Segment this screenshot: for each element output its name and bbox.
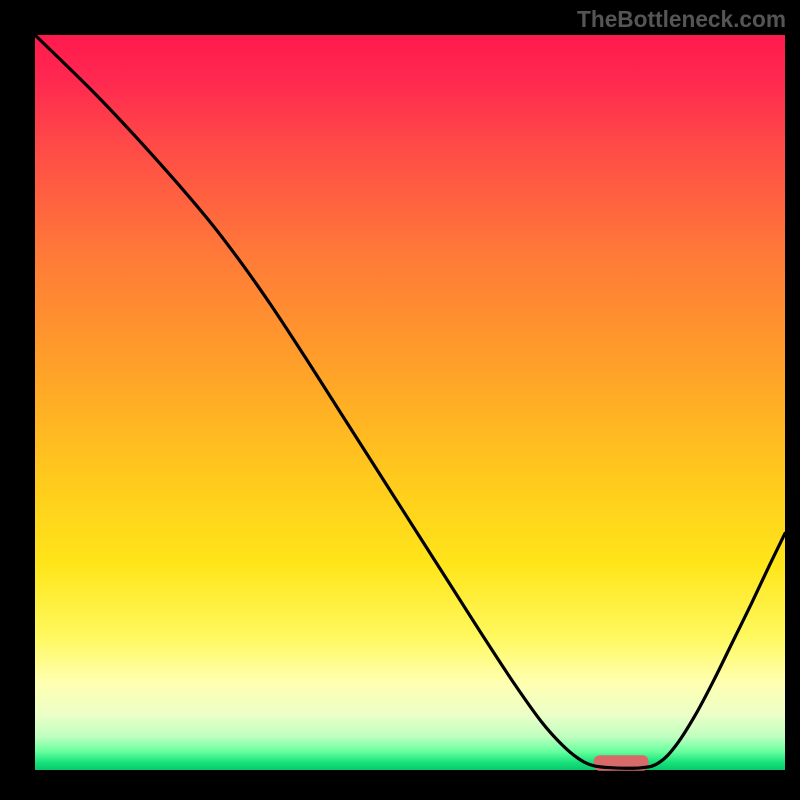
bottleneck-chart	[0, 0, 800, 800]
watermark-text: TheBottleneck.com	[577, 6, 786, 33]
gradient-background	[35, 35, 785, 770]
